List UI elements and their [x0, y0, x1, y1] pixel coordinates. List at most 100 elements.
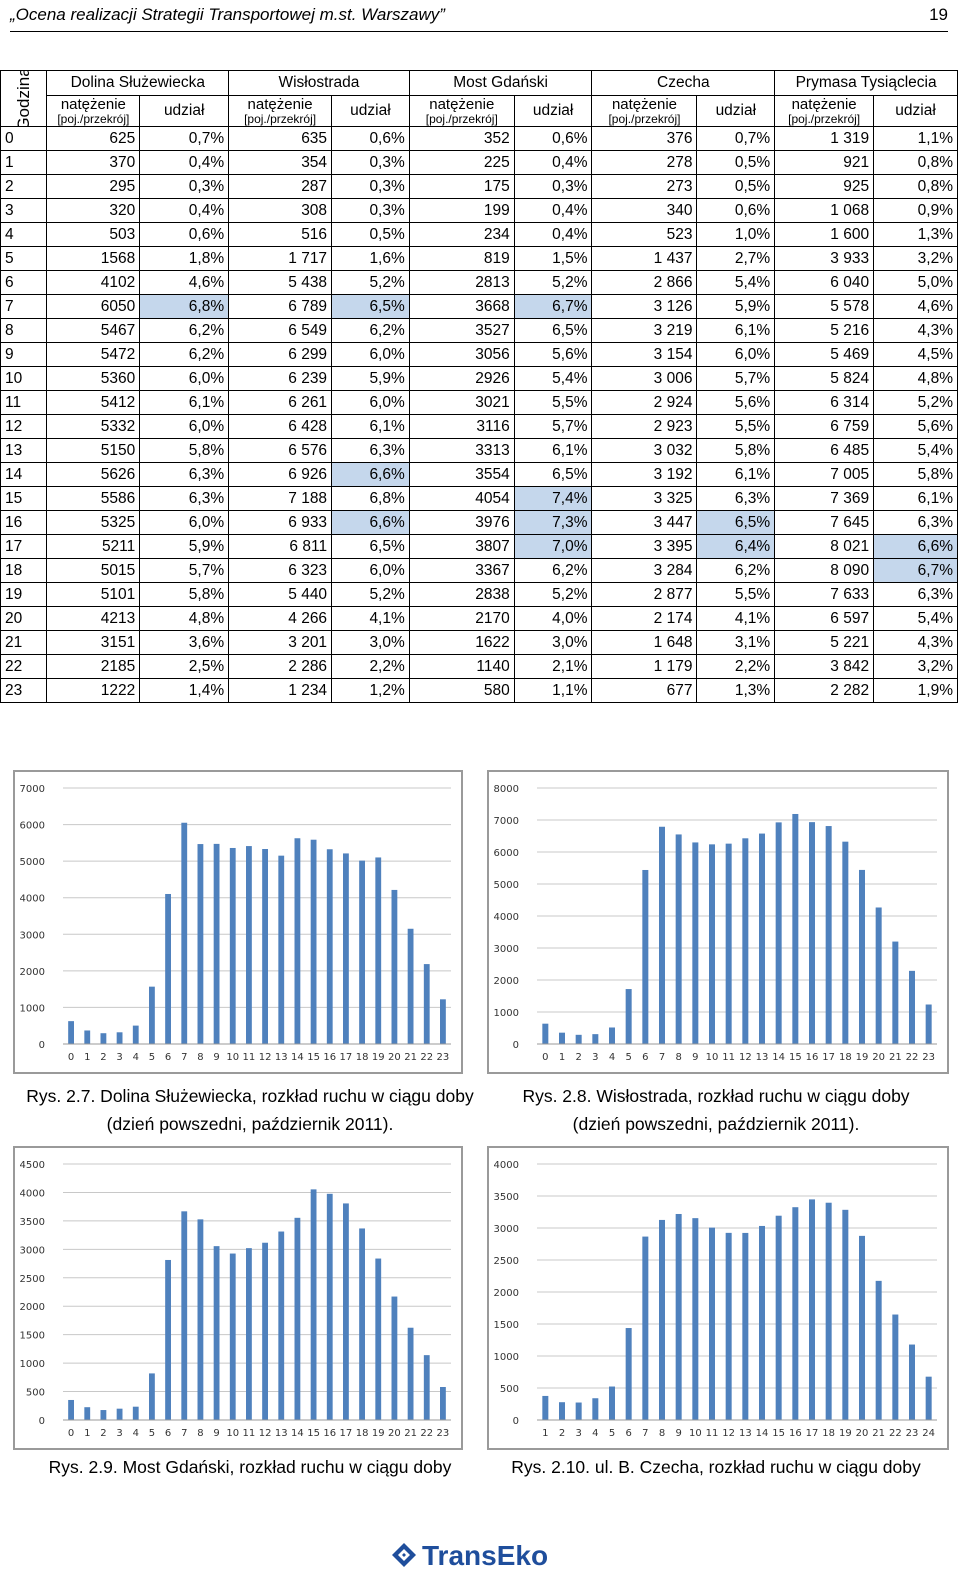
- volume-cell: 7 005: [774, 462, 875, 487]
- share-cell: 1,9%: [873, 678, 958, 703]
- share-cell: 1,2%: [331, 678, 410, 703]
- share-cell: 0,5%: [331, 222, 410, 247]
- volume-cell: 6 299: [228, 342, 333, 367]
- volume-cell: 635: [228, 126, 333, 151]
- volume-cell: 278: [591, 150, 698, 175]
- volume-cell: 580: [408, 678, 515, 703]
- volume-cell: 5101: [46, 582, 141, 607]
- share-cell: 3,0%: [513, 630, 593, 655]
- x-tick-label: 3: [575, 1428, 581, 1439]
- volume-cell: 6 549: [228, 318, 333, 343]
- bar: [229, 847, 236, 1044]
- bar: [132, 1406, 139, 1420]
- table-row: 9 5472 6,2% 6 299 6,0% 3056 5,6% 3 154 6,0% 5 469…: [0, 342, 958, 367]
- x-tick-label: 22: [889, 1428, 902, 1439]
- volume-subheader: natężenie [poj./przekrój]: [774, 95, 875, 127]
- share-cell: 0,4%: [513, 150, 593, 175]
- table-row: 7 6050 6,8% 6 789 6,5% 3668 6,7% 3 126 5,9% 5 578…: [0, 294, 958, 319]
- share-cell: 5,4%: [513, 366, 593, 391]
- volume-cell: 3056: [408, 342, 515, 367]
- bar: [278, 1231, 285, 1420]
- figure-caption: Rys. 2.9. Most Gdański, rozkład ruchu w …: [48, 1457, 452, 1477]
- volume-cell: 1622: [408, 630, 515, 655]
- bar: [407, 1327, 414, 1420]
- y-tick-label: 0: [39, 1040, 45, 1051]
- volume-cell: 370: [46, 150, 141, 175]
- volume-cell: 6 926: [228, 462, 333, 487]
- bar: [775, 822, 782, 1044]
- share-cell: 0,8%: [873, 174, 958, 199]
- share-cell: 5,7%: [513, 414, 593, 439]
- x-tick-label: 5: [149, 1428, 155, 1439]
- share-cell: 3,2%: [873, 246, 958, 271]
- hour-cell: 7: [0, 294, 48, 319]
- bar: [825, 1202, 832, 1420]
- volume-cell: 5586: [46, 486, 141, 511]
- x-tick-label: 13: [739, 1428, 752, 1439]
- x-tick-label: 21: [872, 1428, 885, 1439]
- bar: [842, 1209, 849, 1420]
- x-tick-label: 5: [609, 1428, 615, 1439]
- page-number: 19: [929, 5, 948, 24]
- hour-cell: 15: [0, 486, 48, 511]
- share-cell: 0,6%: [139, 222, 230, 247]
- x-tick-label: 13: [275, 1428, 288, 1439]
- volume-cell: 1140: [408, 654, 515, 679]
- x-tick-label: 4: [592, 1428, 598, 1439]
- x-tick-label: 8: [675, 1052, 681, 1063]
- volume-cell: 2185: [46, 654, 141, 679]
- bar: [659, 826, 665, 1044]
- volume-cell: 6 759: [774, 414, 875, 439]
- volume-subheader: natężenie [poj./przekrój]: [228, 95, 333, 127]
- share-cell: 0,9%: [873, 198, 958, 223]
- table-row: 3 320 0,4% 308 0,3% 199 0,4% 340 0,6% 1 068 0,9%: [0, 198, 958, 223]
- y-tick-label: 6000: [20, 821, 45, 832]
- volume-cell: 5626: [46, 462, 141, 487]
- x-tick-label: 10: [226, 1052, 239, 1063]
- y-tick-label: 4000: [20, 894, 45, 905]
- volume-cell: 5332: [46, 414, 141, 439]
- share-cell: 5,6%: [696, 390, 776, 415]
- share-cell: 1,1%: [513, 678, 593, 703]
- bar: [642, 1236, 649, 1420]
- volume-cell: 6 597: [774, 606, 875, 631]
- y-tick-label: 3000: [20, 930, 45, 941]
- hour-cell: 10: [0, 366, 48, 391]
- bar: [229, 1253, 236, 1420]
- share-cell: 2,7%: [696, 246, 776, 271]
- location-header: Most Gdański: [408, 70, 593, 96]
- volume-cell: 6 933: [228, 510, 333, 535]
- x-tick-label: 1: [559, 1052, 565, 1063]
- y-tick-label: 2000: [494, 1288, 519, 1299]
- share-cell: 5,2%: [873, 390, 958, 415]
- x-tick-label: 3: [116, 1052, 122, 1063]
- share-cell: 1,8%: [139, 246, 230, 271]
- x-tick-label: 10: [689, 1428, 702, 1439]
- volume-cell: 5472: [46, 342, 141, 367]
- x-tick-label: 7: [642, 1428, 648, 1439]
- table-row: 22 2185 2,5% 2 286 2,2% 1140 2,1% 1 179 2,2% 3 84…: [0, 654, 958, 679]
- volume-cell: 1 717: [228, 246, 333, 271]
- y-tick-label: 500: [26, 1388, 45, 1399]
- x-tick-label: 8: [659, 1428, 665, 1439]
- bar: [181, 1211, 188, 1420]
- x-tick-label: 7: [181, 1428, 187, 1439]
- x-tick-label: 15: [772, 1428, 785, 1439]
- x-tick-label: 11: [243, 1052, 256, 1063]
- volume-cell: 3668: [408, 294, 515, 319]
- share-cell: 6,6%: [331, 462, 410, 487]
- x-tick-label: 21: [404, 1428, 417, 1439]
- share-cell: 0,3%: [331, 150, 410, 175]
- table-row: 12 5332 6,0% 6 428 6,1% 3116 5,7% 2 923 5,5% 6 75…: [0, 414, 958, 439]
- hour-cell: 5: [0, 246, 48, 271]
- volume-cell: 3554: [408, 462, 515, 487]
- x-tick-label: 14: [756, 1428, 769, 1439]
- bar: [892, 1314, 899, 1420]
- x-tick-label: 20: [388, 1052, 401, 1063]
- volume-cell: 2 282: [774, 678, 875, 703]
- volume-cell: 6050: [46, 294, 141, 319]
- bar: [675, 1213, 682, 1420]
- share-cell: 6,5%: [696, 510, 776, 535]
- volume-cell: 308: [228, 198, 333, 223]
- table-row: 17 5211 5,9% 6 811 6,5% 3807 7,0% 3 395 6,4% 8 02…: [0, 534, 958, 559]
